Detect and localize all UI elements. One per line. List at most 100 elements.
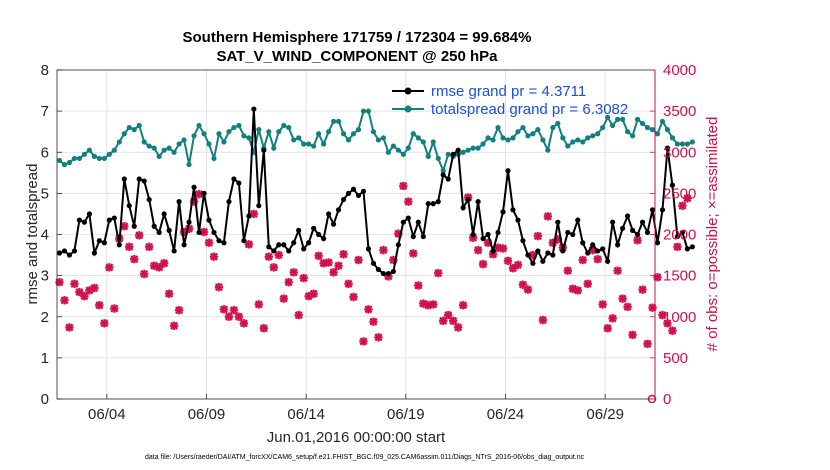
rmse-point: [470, 231, 476, 238]
y-right-tick-label: 1000: [663, 309, 696, 326]
totalspread-point: [634, 116, 641, 122]
obs-assimilated-marker: [224, 312, 234, 321]
rmse-point: [410, 233, 416, 240]
rmse-point: [565, 229, 571, 236]
obs-possible-marker: [279, 294, 288, 303]
totalspread-point: [66, 159, 73, 166]
totalspread-point: [56, 157, 63, 164]
rmse-point: [335, 207, 342, 213]
totalspread-point: [460, 149, 466, 155]
obs-assimilated-marker: [623, 302, 632, 312]
obs-possible-marker: [404, 197, 413, 206]
totalspread-point: [659, 118, 666, 125]
rmse-point: [649, 207, 656, 213]
rmse-point: [325, 211, 332, 217]
rmse-point: [585, 250, 591, 256]
totalspread-point: [121, 131, 127, 137]
legend: rmse grand pr = 4.3711 totalspread grand…: [392, 83, 628, 118]
obs-possible-marker: [439, 316, 448, 325]
rmse-point: [360, 188, 367, 194]
legend-spread-marker: [404, 105, 412, 113]
obs-possible-marker: [648, 303, 657, 312]
obs-assimilated-marker: [349, 292, 358, 302]
obs-assimilated-marker: [409, 249, 418, 258]
totalspread-point: [196, 122, 202, 129]
rmse-point: [535, 248, 541, 254]
obs-assimilated-marker: [618, 294, 627, 303]
totalspread-point: [61, 161, 68, 168]
rmse-point: [276, 242, 282, 248]
obs-possible-marker: [643, 339, 652, 348]
obs-possible-marker: [668, 326, 677, 335]
rmse-point: [106, 217, 112, 223]
obs-possible-marker: [364, 305, 373, 314]
totalspread-point: [385, 149, 391, 155]
rmse-point: [395, 242, 401, 248]
obs-assimilated-marker: [60, 296, 69, 305]
totalspread-point: [81, 151, 88, 157]
rmse-point: [340, 196, 347, 203]
obs-possible-marker: [513, 260, 523, 270]
rmse-point: [206, 217, 212, 223]
rmse-point: [515, 217, 521, 223]
rmse-point: [510, 207, 516, 213]
totalspread-point: [151, 145, 157, 151]
obs-possible-marker: [80, 292, 89, 301]
obs-possible-marker: [638, 285, 647, 294]
obs-possible-marker: [165, 289, 174, 298]
y-left-tick-label: 5: [41, 185, 49, 202]
rmse-point: [61, 248, 68, 254]
rmse-point: [146, 196, 152, 203]
totalspread-point: [510, 135, 516, 141]
obs-assimilated-marker: [663, 319, 672, 328]
obs-assimilated-marker: [643, 339, 652, 349]
rmse-point: [281, 242, 287, 248]
rmse-point: [266, 244, 272, 250]
obs-assimilated-marker: [498, 244, 508, 253]
obs-assimilated-marker: [434, 268, 443, 278]
rmse-point: [251, 106, 257, 112]
obs-possible-marker: [294, 311, 303, 320]
y-left-tick-label: 7: [41, 103, 49, 120]
rmse-point: [176, 199, 182, 205]
x-tick-label: 06/24: [487, 406, 525, 423]
obs-assimilated-marker: [219, 305, 229, 314]
obs-possible-marker: [219, 305, 229, 314]
obs-assimilated-marker: [344, 279, 353, 289]
rmse-point: [256, 203, 262, 209]
obs-possible-marker: [369, 317, 378, 326]
obs-assimilated-marker: [324, 258, 333, 267]
obs-assimilated-marker: [259, 324, 269, 333]
obs-possible-marker: [70, 279, 79, 288]
obs-assimilated-marker: [284, 278, 293, 287]
obs-possible-marker: [623, 302, 632, 311]
totalspread-point: [495, 124, 501, 131]
totalspread-point: [186, 161, 192, 168]
rmse-point: [500, 209, 506, 215]
totalspread-point: [266, 129, 272, 135]
obs-assimilated-marker: [100, 319, 109, 328]
totalspread-point: [540, 137, 546, 143]
obs-assimilated-marker: [254, 300, 264, 309]
rmse-point: [201, 190, 207, 196]
totalspread-point: [191, 133, 197, 139]
rmse-point: [186, 219, 192, 225]
obs-possible-marker: [155, 263, 164, 272]
rmse-point: [485, 231, 491, 238]
rmse-point: [455, 147, 461, 153]
legend-rmse-label: rmse grand pr = 4.3711: [431, 83, 586, 100]
obs-possible-marker: [90, 283, 99, 293]
rmse-point: [664, 145, 671, 151]
totalspread-point: [669, 135, 676, 141]
obs-possible-marker: [673, 242, 682, 251]
totalspread-point: [615, 116, 621, 122]
rmse-point: [450, 151, 456, 157]
totalspread-point: [296, 135, 302, 141]
rmse-point: [241, 238, 247, 244]
rmse-point: [261, 147, 267, 153]
totalspread-point: [325, 129, 332, 135]
totalspread-point: [505, 137, 511, 143]
obs-possible-marker: [598, 300, 607, 309]
totalspread-point: [380, 135, 387, 141]
obs-possible-marker: [578, 255, 587, 265]
